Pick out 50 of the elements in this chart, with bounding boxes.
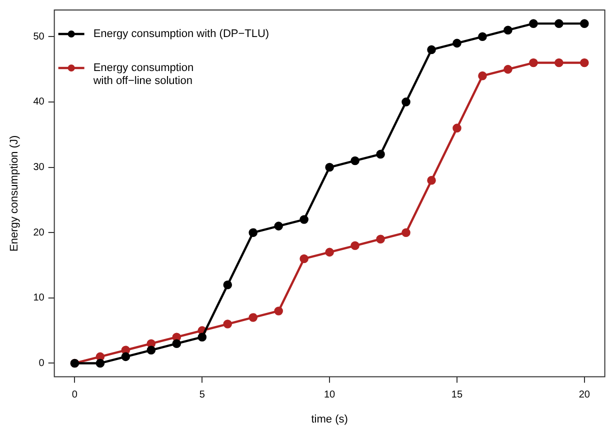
point <box>427 176 436 185</box>
point <box>402 98 410 106</box>
x-tick-label: 0 <box>72 390 78 401</box>
point <box>325 162 334 172</box>
point <box>121 352 130 362</box>
point <box>427 45 436 54</box>
point <box>554 58 564 68</box>
x-tick-label: 15 <box>451 390 463 401</box>
point <box>248 228 258 237</box>
point <box>350 156 360 166</box>
point <box>300 254 308 264</box>
point <box>452 38 462 48</box>
point <box>376 150 385 159</box>
point <box>198 332 207 342</box>
x-axis-title: time (s) <box>311 413 348 426</box>
point <box>478 71 487 80</box>
point <box>274 306 283 316</box>
x-tick-label: 10 <box>324 390 336 401</box>
point <box>350 241 360 250</box>
point <box>96 358 105 368</box>
point <box>504 26 512 35</box>
point <box>504 64 512 74</box>
point <box>376 234 385 244</box>
point <box>172 339 182 348</box>
y-tick-label: 10 <box>33 292 45 304</box>
y-axis-title: Energy consumption (J) <box>8 135 21 252</box>
x-tick-label: 5 <box>199 390 206 401</box>
point <box>402 228 410 237</box>
point <box>223 280 232 290</box>
point <box>580 58 589 68</box>
point <box>300 215 308 224</box>
point <box>223 320 232 328</box>
x-tick-label: 20 <box>578 390 590 401</box>
y-tick-label: 30 <box>33 162 45 174</box>
point <box>452 124 462 132</box>
point <box>554 19 564 28</box>
point <box>529 19 538 28</box>
y-tick-label: 20 <box>33 227 45 238</box>
point <box>580 19 589 28</box>
y-tick-label: 0 <box>38 358 45 369</box>
point <box>274 222 283 230</box>
legend-label: Energy consumption with (DP−TLU) <box>93 28 270 40</box>
point <box>529 58 538 68</box>
point <box>478 32 487 42</box>
point <box>325 248 334 257</box>
y-tick-label: 50 <box>33 31 45 42</box>
point <box>248 313 258 322</box>
legend-label: Energy consumption with off−line solution <box>92 62 194 88</box>
y-tick-label: 40 <box>33 96 45 108</box>
point <box>146 346 156 355</box>
